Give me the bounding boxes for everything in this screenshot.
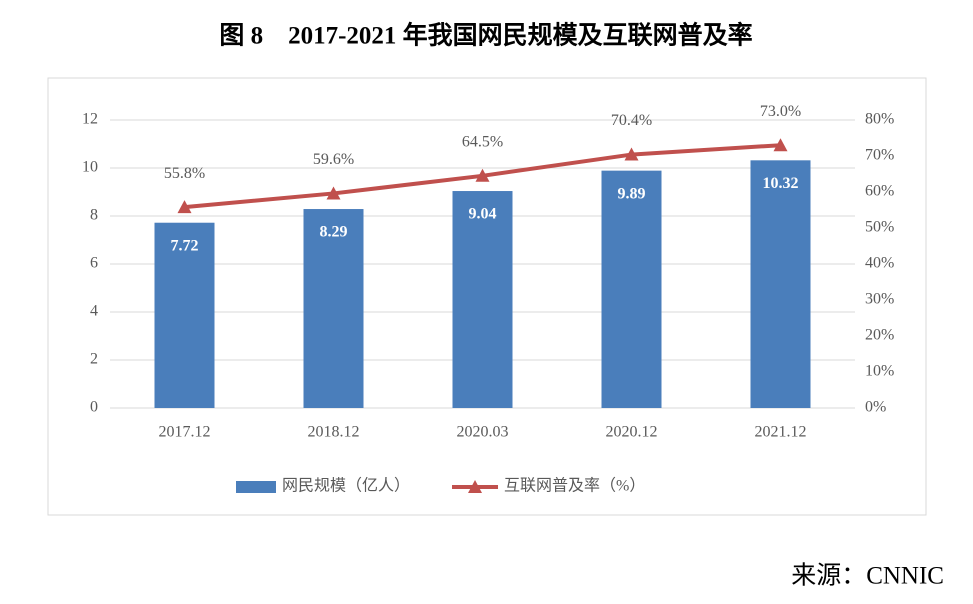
y-tick-label: 10 xyxy=(82,159,98,176)
line-marker xyxy=(326,186,341,200)
line-value-label: 64.5% xyxy=(462,133,503,150)
line-value-label: 59.6% xyxy=(313,151,354,168)
y2-tick-label: 0% xyxy=(865,399,886,416)
line-value-label: 73.0% xyxy=(760,103,801,120)
chart-frame xyxy=(47,77,927,516)
line-marker xyxy=(177,200,192,214)
bar xyxy=(303,209,364,408)
y-tick-label: 8 xyxy=(90,207,98,224)
y-tick-label: 6 xyxy=(90,255,98,272)
y-tick-label: 4 xyxy=(90,303,98,320)
x-tick-label: 2020.03 xyxy=(457,424,509,441)
y2-tick-label: 30% xyxy=(865,291,894,308)
legend-swatch xyxy=(236,481,276,493)
source: 来源：CNNIC xyxy=(791,562,944,590)
bar xyxy=(601,170,662,408)
y2-tick-label: 10% xyxy=(865,363,894,380)
x-tick-label: 2020.12 xyxy=(606,424,658,441)
y2-tick-label: 40% xyxy=(865,255,894,272)
figure-title: 图 8 2017-2021 年我国网民规模及互联网普及率 xyxy=(219,21,752,50)
y-tick-label: 0 xyxy=(90,399,98,416)
line-value-label: 55.8% xyxy=(164,165,205,182)
bar-value-label: 9.89 xyxy=(618,185,646,202)
y2-tick-label: 20% xyxy=(865,327,894,344)
legend-marker xyxy=(468,480,483,493)
y2-tick-label: 80% xyxy=(865,111,894,128)
bar-value-label: 10.32 xyxy=(763,175,799,192)
bar-value-label: 7.72 xyxy=(171,237,199,254)
legend-label: 互联网普及率（%） xyxy=(504,477,645,495)
y2-tick-label: 50% xyxy=(865,219,894,236)
x-tick-label: 2017.12 xyxy=(159,424,211,441)
y2-tick-label: 60% xyxy=(865,183,894,200)
y2-tick-label: 70% xyxy=(865,147,894,164)
line-marker xyxy=(624,147,639,161)
x-tick-label: 2021.12 xyxy=(755,424,807,441)
bar xyxy=(452,191,513,408)
line-marker xyxy=(475,168,490,182)
bar-value-label: 9.04 xyxy=(469,206,497,223)
x-tick-label: 2018.12 xyxy=(308,424,360,441)
y-tick-label: 12 xyxy=(82,111,98,128)
line-value-label: 70.4% xyxy=(611,112,652,129)
legend-label: 网民规模（亿人） xyxy=(282,477,410,495)
bar xyxy=(154,222,215,408)
line-marker xyxy=(773,138,788,152)
bar xyxy=(750,160,811,408)
bar-value-label: 8.29 xyxy=(320,224,348,241)
y-tick-label: 2 xyxy=(90,351,98,368)
